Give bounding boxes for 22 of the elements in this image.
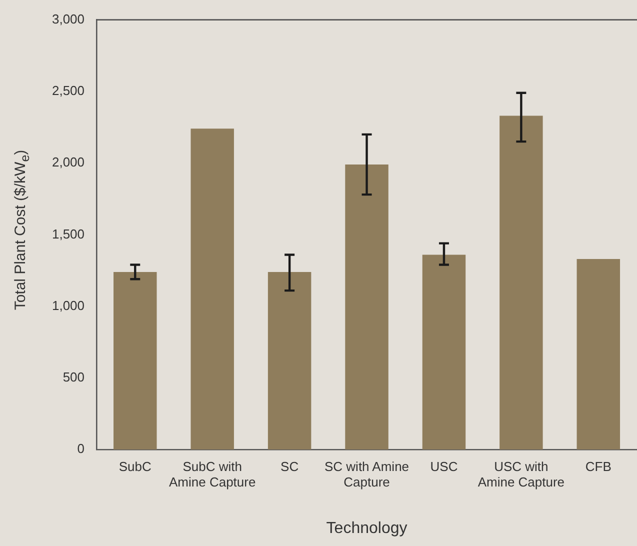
bar: [422, 254, 466, 450]
x-axis-title: Technology: [326, 520, 408, 537]
bar: [114, 272, 157, 450]
bar: [500, 116, 543, 450]
y-tick-label: 3,000: [52, 11, 85, 26]
y-tick-label: 1,000: [52, 298, 85, 313]
y-tick-label: 1,500: [52, 226, 85, 242]
x-tick-label: USC: [430, 458, 458, 474]
bar: [576, 259, 620, 450]
bar: [345, 164, 388, 450]
x-tick-label: SC: [280, 458, 299, 474]
y-tick-label: 500: [62, 370, 85, 385]
y-tick-label: 0: [77, 441, 85, 456]
x-tick-label: USC with Amine Capture: [478, 458, 565, 490]
x-tick-label: CFB: [585, 458, 612, 474]
y-tick-label: 2,000: [52, 154, 85, 170]
x-tick-label: SubC: [118, 458, 152, 474]
bar: [268, 272, 312, 450]
y-tick-label: 2,500: [52, 83, 85, 98]
x-tick-label: SC with Amine Capture: [324, 458, 410, 490]
bar: [190, 128, 234, 450]
x-tick-label: SubC with Amine Capture: [168, 458, 256, 490]
